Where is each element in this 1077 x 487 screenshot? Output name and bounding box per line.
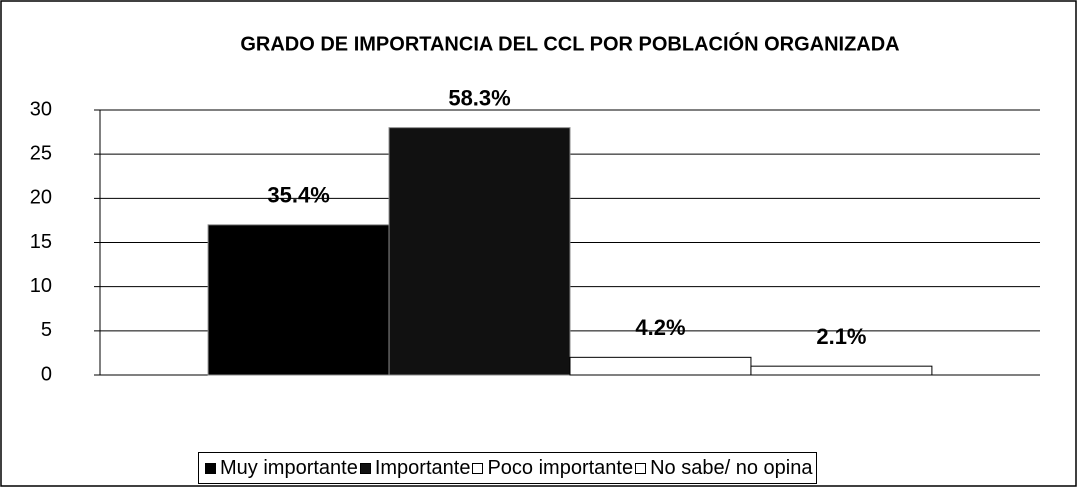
- legend-label: Poco importante: [487, 456, 634, 479]
- y-tick-label: 10: [30, 275, 52, 297]
- legend-label: No sabe/ no opina: [650, 456, 813, 479]
- data-label: 2.1%: [816, 324, 866, 349]
- data-label: 35.4%: [267, 183, 329, 208]
- legend-item: Muy importante: [203, 457, 358, 480]
- legend-label: Importante: [374, 456, 471, 479]
- y-tick-label: 25: [30, 142, 52, 164]
- legend: Muy importante Importante Poco importante N…: [198, 452, 818, 484]
- y-tick-label: 5: [41, 319, 52, 341]
- bar: [388, 127, 571, 376]
- data-label: 4.2%: [635, 315, 685, 340]
- legend-swatch: [359, 462, 371, 474]
- bar: [207, 224, 390, 376]
- legend-swatch: [635, 462, 647, 474]
- legend-item: Importante: [358, 456, 471, 480]
- bar: [750, 365, 933, 376]
- y-tick-label: 0: [41, 363, 52, 385]
- y-tick-label: 15: [30, 231, 52, 253]
- data-label: 58.3%: [448, 85, 510, 110]
- y-tick-label: 30: [30, 98, 52, 120]
- chart-title: GRADO DE IMPORTANCIA DEL CCL POR POBLACI…: [240, 31, 899, 55]
- legend-label: Muy importante: [220, 456, 358, 479]
- legend-swatch: [472, 462, 484, 474]
- legend-swatch: [205, 462, 216, 474]
- y-tick-label: 20: [30, 187, 52, 209]
- legend-item: No sabe/ no opina: [633, 457, 812, 480]
- legend-item: Poco importante: [470, 457, 633, 480]
- bar: [569, 356, 752, 376]
